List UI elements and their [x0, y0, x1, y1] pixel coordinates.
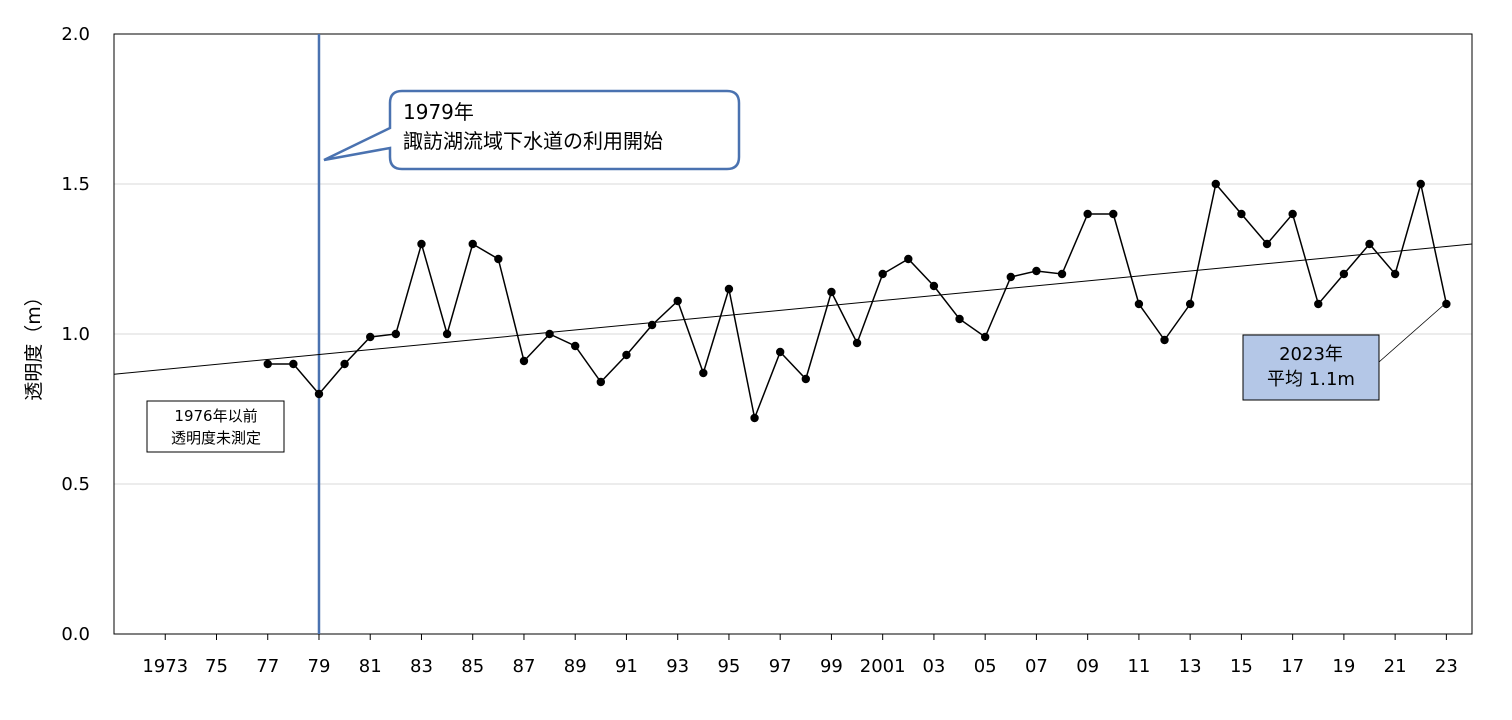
data-point [1185, 299, 1195, 309]
data-point [724, 284, 734, 294]
data-point [904, 254, 913, 264]
data-point [1262, 239, 1272, 249]
y-axis: 0.0 0.5 1.0 1.5 2.0 [61, 24, 90, 645]
x-tick-label: 15 [1230, 656, 1253, 677]
y-tick-label: 0.5 [61, 474, 90, 495]
x-tick-label: 11 [1127, 656, 1150, 677]
data-point [468, 239, 477, 249]
data-point [263, 359, 272, 369]
trend-line [113, 243, 1473, 375]
data-point [519, 356, 529, 366]
x-tick-label: 13 [1179, 656, 1202, 677]
x-tick-label: 81 [359, 656, 382, 677]
gridlines [114, 183, 1472, 485]
data-point [878, 269, 887, 279]
x-tick-label: 09 [1076, 656, 1099, 677]
x-tick-label: 23 [1435, 656, 1458, 677]
x-tick-label: 75 [205, 656, 228, 677]
x-tick-label: 93 [666, 656, 689, 677]
data-point [1442, 299, 1451, 309]
data-point [340, 359, 349, 369]
x-tick-label: 1973 [142, 656, 188, 677]
x-tick-label: 89 [564, 656, 587, 677]
data-point [673, 296, 682, 306]
x-tick-label: 2001 [860, 656, 906, 677]
data-point [699, 368, 708, 378]
data-point [980, 332, 990, 342]
data-point [1416, 179, 1425, 189]
note-line-1: 1976年以前 [174, 407, 257, 425]
y-tick-label: 2.0 [61, 24, 90, 45]
data-point [1109, 209, 1118, 219]
data-point [289, 359, 298, 369]
data-point [1339, 269, 1349, 279]
data-point [314, 389, 324, 399]
data-point [750, 413, 759, 423]
data-point [417, 239, 426, 249]
data-point [622, 350, 631, 360]
data-points [263, 179, 1451, 423]
x-tick-label: 91 [615, 656, 638, 677]
data-point [571, 341, 580, 351]
x-tick-label: 83 [410, 656, 433, 677]
data-point [596, 377, 606, 387]
data-point [929, 281, 939, 291]
data-point [1365, 239, 1374, 249]
x-tick-label: 77 [256, 656, 279, 677]
data-point [1314, 299, 1323, 309]
data-point [1288, 209, 1297, 219]
x-tick-label: 03 [922, 656, 945, 677]
latest-average: 平均 1.1m [1267, 369, 1355, 390]
x-tick-label: 19 [1332, 656, 1355, 677]
note-box: 1976年以前 透明度未測定 [146, 400, 285, 453]
data-point [1083, 209, 1092, 219]
data-point [647, 320, 657, 330]
data-point [1160, 335, 1169, 345]
data-point [1032, 266, 1041, 276]
x-tick-label: 21 [1384, 656, 1407, 677]
y-tick-label: 1.5 [61, 174, 90, 195]
data-point [391, 329, 401, 339]
y-axis-label: 透明度（m） [23, 287, 45, 401]
x-tick-label: 85 [461, 656, 484, 677]
x-tick-label: 07 [1025, 656, 1048, 677]
x-axis: 1973 75 77 79 81 83 85 87 89 91 93 95 97 99 2001 03 05 07… [142, 634, 1458, 677]
y-tick-label: 1.0 [61, 324, 90, 345]
callout: 1979年 諏訪湖流域下水道の利用開始 [323, 89, 741, 171]
latest-leader-line [1378, 302, 1447, 363]
callout-description: 諏訪湖流域下水道の利用開始 [403, 129, 663, 153]
data-point [1134, 299, 1144, 309]
callout-year: 1979年 [403, 100, 474, 124]
callout-box [323, 89, 741, 171]
data-point [1211, 179, 1220, 189]
data-point [801, 374, 811, 384]
x-tick-label: 05 [974, 656, 997, 677]
x-tick-label: 17 [1281, 656, 1304, 677]
latest-year: 2023年 [1279, 344, 1343, 365]
latest-box [1242, 334, 1380, 401]
data-point [1057, 269, 1067, 279]
latest-value-label: 2023年 平均 1.1m [1242, 302, 1447, 401]
x-tick-label: 87 [513, 656, 536, 677]
data-point [852, 338, 862, 348]
data-point [442, 329, 452, 339]
data-point [545, 329, 554, 339]
x-tick-label: 97 [769, 656, 792, 677]
data-point [366, 332, 375, 342]
y-tick-label: 0.0 [61, 624, 90, 645]
data-point [827, 287, 836, 297]
data-point [775, 347, 785, 357]
data-point [955, 314, 964, 324]
plot-area [113, 33, 1473, 635]
data-point [494, 254, 503, 264]
x-tick-label: 79 [308, 656, 331, 677]
data-point [1237, 209, 1246, 219]
x-tick-label: 95 [717, 656, 740, 677]
note-line-2: 透明度未測定 [171, 429, 261, 447]
data-point [1006, 272, 1015, 282]
x-tick-label: 99 [820, 656, 843, 677]
data-point [1390, 269, 1400, 279]
